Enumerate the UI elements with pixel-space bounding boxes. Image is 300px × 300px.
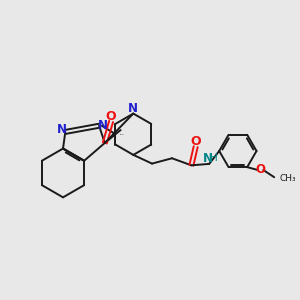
Text: O: O (105, 110, 116, 123)
Text: N: N (98, 119, 107, 132)
Text: H: H (211, 153, 218, 163)
Text: CH₃: CH₃ (279, 173, 296, 182)
Text: N: N (57, 123, 67, 136)
Text: O: O (190, 135, 201, 148)
Text: O: O (255, 164, 266, 176)
Text: N: N (128, 102, 138, 115)
Text: N: N (203, 152, 213, 165)
Text: methyl: methyl (120, 134, 125, 135)
